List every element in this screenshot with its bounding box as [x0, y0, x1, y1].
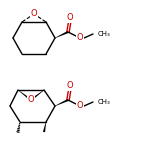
Polygon shape	[30, 90, 44, 101]
Text: O: O	[31, 9, 37, 19]
Text: O: O	[77, 102, 83, 111]
Polygon shape	[18, 90, 32, 101]
Text: O: O	[28, 95, 34, 105]
Polygon shape	[55, 99, 68, 106]
Polygon shape	[55, 31, 68, 38]
Text: O: O	[67, 81, 73, 90]
Text: CH₃: CH₃	[98, 31, 111, 37]
Text: CH₃: CH₃	[98, 99, 111, 105]
Polygon shape	[43, 122, 46, 132]
Text: O: O	[77, 33, 83, 43]
Text: O: O	[67, 14, 73, 22]
